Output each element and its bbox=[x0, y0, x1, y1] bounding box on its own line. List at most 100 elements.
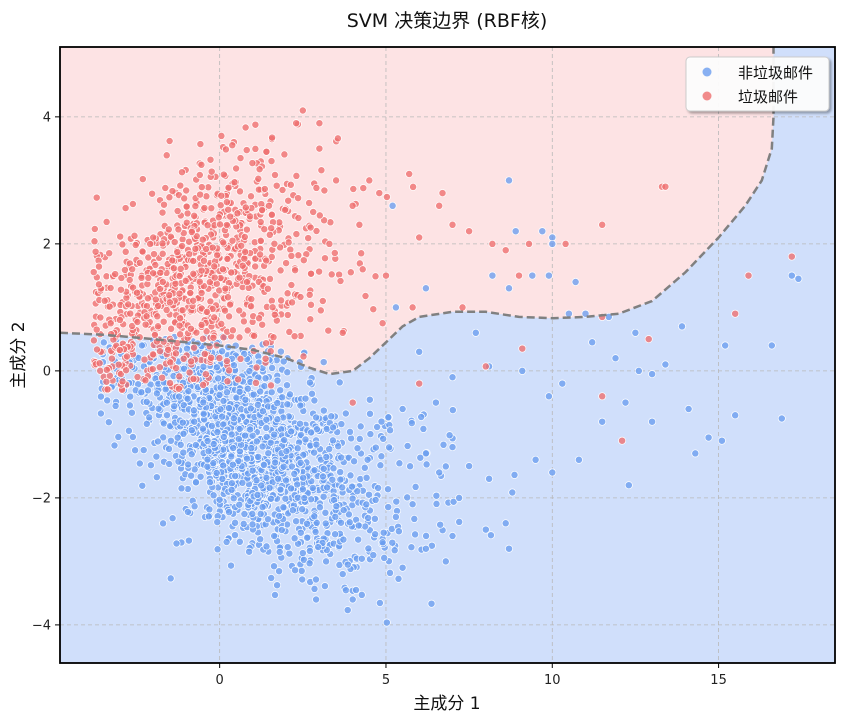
non-spam-point bbox=[436, 520, 445, 529]
spam-point bbox=[282, 259, 291, 268]
spam-point bbox=[121, 247, 130, 256]
non-spam-point bbox=[421, 284, 430, 293]
x-axis-label: 主成分 1 bbox=[413, 694, 480, 714]
spam-point bbox=[166, 358, 175, 367]
non-spam-point bbox=[331, 530, 340, 539]
spam-point bbox=[270, 310, 279, 319]
spam-point bbox=[252, 378, 260, 387]
non-spam-point bbox=[245, 367, 254, 376]
chart-title: SVM 决策边界 (RBF核) bbox=[347, 10, 548, 32]
non-spam-point bbox=[190, 502, 199, 511]
non-spam-point bbox=[219, 461, 228, 470]
non-spam-point bbox=[235, 387, 244, 396]
non-spam-point bbox=[439, 440, 448, 449]
non-spam-point bbox=[388, 538, 397, 547]
non-spam-point bbox=[209, 491, 218, 500]
non-spam-point bbox=[505, 284, 513, 293]
non-spam-point bbox=[336, 468, 345, 477]
spam-point bbox=[290, 332, 299, 341]
non-spam-point bbox=[366, 409, 374, 418]
non-spam-point bbox=[398, 405, 407, 413]
non-spam-point bbox=[292, 517, 301, 526]
spam-point bbox=[292, 230, 301, 239]
non-spam-point bbox=[486, 531, 495, 540]
non-spam-point bbox=[96, 409, 105, 418]
non-spam-point bbox=[223, 388, 231, 397]
spam-point bbox=[375, 189, 384, 198]
non-spam-point bbox=[190, 417, 199, 426]
non-spam-point bbox=[455, 517, 464, 526]
y-axis-label: 主成分 2 bbox=[9, 321, 29, 388]
spam-point bbox=[176, 330, 185, 339]
spam-point bbox=[218, 265, 227, 274]
non-spam-point bbox=[131, 446, 140, 455]
spam-point bbox=[305, 290, 314, 299]
non-spam-point bbox=[127, 408, 136, 417]
non-spam-point bbox=[283, 400, 292, 409]
spam-point bbox=[178, 306, 187, 315]
non-spam-point bbox=[235, 537, 244, 546]
non-spam-point bbox=[353, 444, 362, 453]
spam-point bbox=[120, 266, 129, 274]
non-spam-point bbox=[391, 303, 400, 312]
spam-point bbox=[131, 241, 140, 249]
x-tick-label: 5 bbox=[382, 673, 390, 688]
non-spam-point bbox=[174, 457, 183, 466]
legend-marker-non-spam bbox=[702, 67, 712, 77]
non-spam-point bbox=[279, 503, 288, 512]
non-spam-point bbox=[310, 448, 319, 457]
non-spam-point bbox=[310, 584, 319, 593]
non-spam-point bbox=[348, 494, 357, 503]
spam-point bbox=[210, 313, 219, 322]
non-spam-point bbox=[334, 442, 343, 451]
spam-point bbox=[276, 266, 285, 275]
non-spam-point bbox=[511, 227, 520, 236]
spam-point bbox=[415, 379, 424, 388]
spam-point bbox=[598, 220, 607, 229]
spam-point bbox=[102, 217, 111, 226]
spam-point bbox=[214, 213, 223, 222]
non-spam-point bbox=[564, 309, 573, 318]
non-spam-point bbox=[411, 530, 420, 539]
spam-point bbox=[304, 234, 313, 243]
non-spam-point bbox=[189, 406, 198, 415]
non-spam-point bbox=[366, 430, 375, 439]
non-spam-point bbox=[312, 575, 320, 584]
non-spam-point bbox=[281, 494, 290, 503]
spam-point bbox=[288, 298, 297, 307]
spam-point bbox=[173, 248, 182, 257]
non-spam-point bbox=[262, 542, 271, 551]
non-spam-point bbox=[311, 527, 320, 536]
spam-point bbox=[149, 350, 157, 359]
non-spam-point bbox=[391, 512, 400, 521]
non-spam-point bbox=[96, 392, 105, 401]
non-spam-point bbox=[235, 500, 244, 509]
non-spam-point bbox=[285, 549, 294, 558]
non-spam-point bbox=[343, 606, 352, 615]
spam-point bbox=[114, 360, 123, 369]
spam-point bbox=[618, 436, 627, 445]
non-spam-point bbox=[207, 421, 216, 430]
spam-point bbox=[176, 181, 185, 190]
non-spam-point bbox=[273, 376, 282, 385]
spam-point bbox=[240, 233, 249, 241]
spam-point bbox=[201, 370, 210, 379]
spam-point bbox=[138, 247, 147, 256]
y-tick-label: −2 bbox=[32, 491, 51, 506]
legend-label-non-spam: 非垃圾邮件 bbox=[738, 64, 813, 82]
spam-point bbox=[154, 301, 163, 310]
spam-point bbox=[248, 159, 257, 168]
spam-point bbox=[240, 254, 249, 263]
spam-point bbox=[176, 314, 185, 323]
spam-point bbox=[92, 325, 101, 334]
non-spam-point bbox=[362, 500, 371, 509]
non-spam-point bbox=[485, 474, 494, 483]
spam-point bbox=[173, 207, 182, 215]
non-spam-point bbox=[234, 457, 243, 466]
non-spam-point bbox=[337, 420, 346, 429]
non-spam-point bbox=[348, 595, 357, 604]
spam-point bbox=[247, 295, 256, 304]
spam-point bbox=[221, 306, 229, 315]
spam-point bbox=[224, 205, 233, 214]
spam-point bbox=[324, 326, 333, 335]
